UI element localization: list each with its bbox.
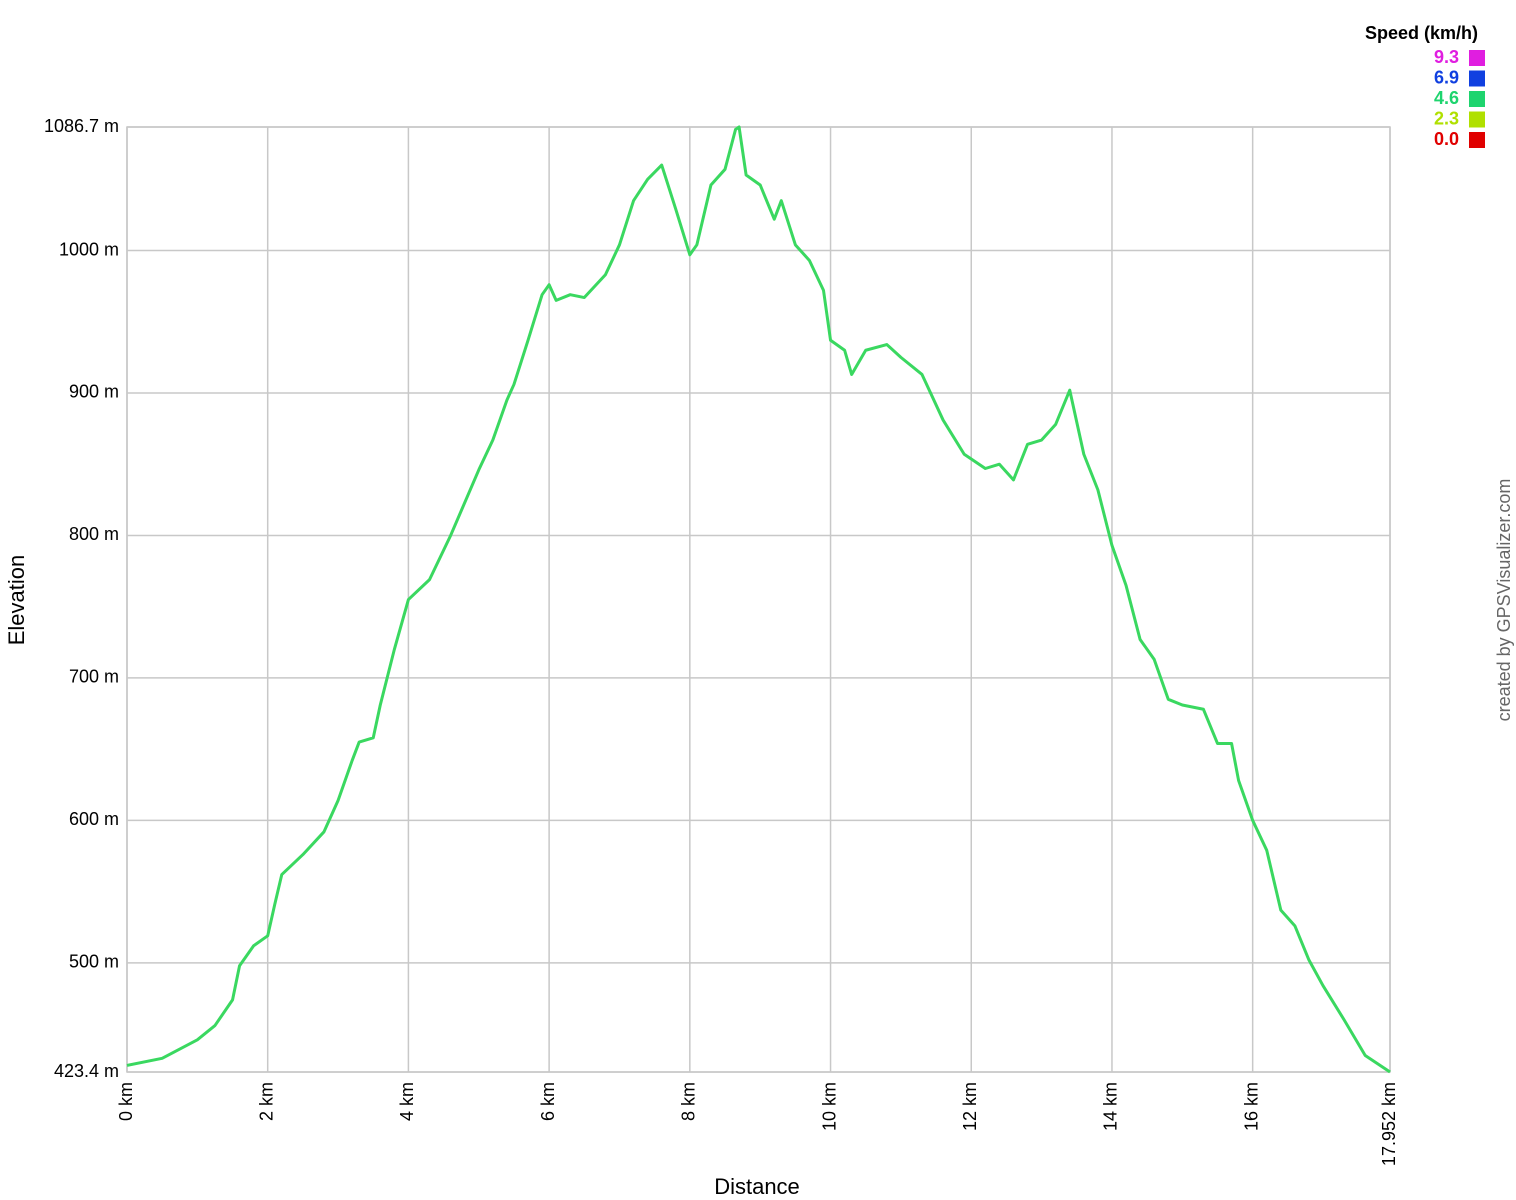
legend-swatch: [1469, 91, 1485, 107]
legend-swatch: [1469, 111, 1485, 128]
plot-frame: [126, 126, 1391, 1073]
y-tick-label: 423.4 m: [54, 1061, 119, 1081]
x-tick-label: 4 km: [397, 1082, 417, 1121]
y-tick-label: 1000 m: [59, 239, 119, 259]
y-tick-label: 600 m: [69, 809, 119, 829]
x-tick-label: 12 km: [960, 1082, 980, 1131]
x-tick-label: 0 km: [116, 1082, 136, 1121]
x-tick-label: 10 km: [819, 1082, 839, 1131]
x-tick-label: 14 km: [1101, 1082, 1121, 1131]
y-tick-label: 500 m: [69, 952, 119, 972]
legend-title: Speed (km/h): [1365, 23, 1478, 43]
legend-swatch: [1469, 50, 1485, 66]
y-tick-label: 800 m: [69, 524, 119, 544]
legend-label: 9.3: [1434, 47, 1459, 67]
elevation-line: [126, 125, 1391, 1074]
y-tick-label: 900 m: [69, 382, 119, 402]
legend-label: 0.0: [1434, 129, 1459, 149]
legend-swatch: [1469, 70, 1485, 87]
y-tick-label: 1086.7 m: [44, 116, 119, 136]
legend-swatch: [1469, 132, 1485, 148]
legend-label: 6.9: [1434, 67, 1459, 87]
x-tick-label: 6 km: [538, 1082, 558, 1121]
y-tick-label: 700 m: [69, 667, 119, 687]
y-axis-title: Elevation: [4, 555, 29, 646]
credit: created by GPSVisualizer.com: [1494, 479, 1514, 722]
x-axis-title: Distance: [714, 1174, 800, 1199]
x-tick-label: 17.952 km: [1379, 1082, 1399, 1166]
x-tick-label: 16 km: [1241, 1082, 1261, 1131]
x-tick-label: 2 km: [256, 1082, 276, 1121]
legend-label: 4.6: [1434, 88, 1459, 108]
legend-label: 2.3: [1434, 108, 1459, 128]
x-tick-label: 8 km: [679, 1082, 699, 1121]
